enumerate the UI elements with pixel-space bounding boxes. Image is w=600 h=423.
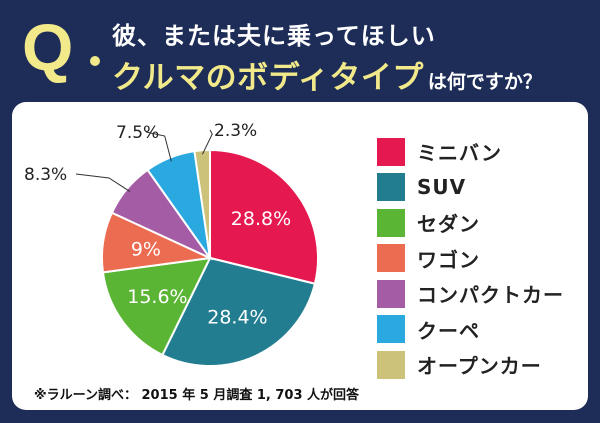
legend-item: ミニバン (377, 134, 564, 170)
legend-item: クーペ (377, 312, 564, 348)
leader-line (202, 129, 213, 155)
legend-swatch (377, 137, 405, 166)
question-tail: は何ですか？ (427, 71, 542, 93)
legend-swatch (377, 173, 405, 202)
legend-item: セダン (377, 205, 564, 241)
legend-item: オープンカー (377, 347, 564, 383)
slice-label: 9% (131, 238, 161, 260)
question-line1: 彼、または夫に乗ってほしい (112, 22, 436, 50)
leader-line (145, 131, 172, 162)
pie-slice (209, 148, 319, 285)
legend-swatch (377, 208, 405, 237)
pie-slice (193, 148, 211, 259)
legend-label: クーペ (417, 318, 480, 343)
legend-item: コンパクトカー (377, 276, 564, 312)
question-emphasis: クルマのボディタイプ (112, 60, 424, 96)
slice-label: 28.8% (231, 208, 291, 230)
legend-label: セダン (417, 212, 480, 237)
slice-label: 28.4% (207, 307, 267, 329)
q-letter: Q (22, 10, 74, 84)
legend-label: ミニバン (417, 141, 502, 166)
legend-item: SUV (377, 170, 564, 206)
legend-label: SUV (417, 175, 467, 200)
legend-swatch (377, 279, 405, 308)
legend-label: コンパクトカー (417, 283, 564, 308)
pie-chart: 28.8% 28.4% 15.6% 9% 8.3% 7.5% 2.3% (24, 121, 319, 367)
legend-label: オープンカー (417, 354, 542, 379)
legend-swatch (377, 244, 405, 273)
header: Q 彼、または夫に乗ってほしい クルマのボディタイプ は何ですか？ (0, 0, 600, 102)
pie-slice (101, 256, 212, 357)
legend-swatch (377, 350, 405, 379)
q-dot (90, 56, 100, 66)
question-line2: クルマのボディタイプ は何ですか？ (112, 52, 542, 97)
slice-label: 7.5% (116, 123, 159, 143)
legend-item: ワゴン (377, 241, 564, 277)
legend: ミニバン SUV セダンワゴンコンパクトカー クーペオープンカー (377, 134, 564, 383)
legend-label: ワゴン (417, 247, 480, 272)
footnote: ※ラルーン調べ： 2015 年 5 月調査 1, 703 人が回答 (34, 388, 360, 403)
chart-card: 28.8% 28.4% 15.6% 9% 8.3% 7.5% 2.3% ミニバン SUV セダン… (12, 102, 588, 410)
slice-label: 2.3% (214, 121, 257, 141)
slice-label: 15.6% (127, 286, 187, 308)
slice-label: 8.3% (24, 165, 67, 185)
legend-swatch (377, 315, 405, 344)
leader-line (75, 173, 131, 192)
pie-slice (161, 256, 317, 367)
